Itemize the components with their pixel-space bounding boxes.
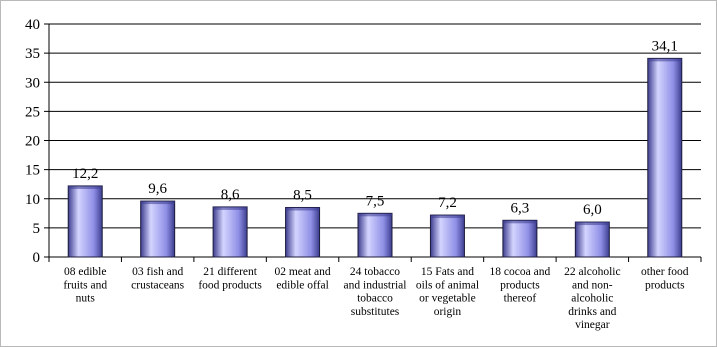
bar xyxy=(574,221,610,258)
bar xyxy=(140,200,176,258)
y-tick-label: 5 xyxy=(33,221,41,237)
y-tick-label: 35 xyxy=(25,46,40,62)
bar xyxy=(285,206,321,258)
category-label: 22 alcoholic and non-alcoholic drinks and v… xyxy=(564,266,621,331)
y-tick-label: 20 xyxy=(25,134,40,150)
category-label: 15 Fats and oils of animal or vegetable ori… xyxy=(416,266,479,318)
data-label: 8,5 xyxy=(293,187,312,203)
bar xyxy=(429,214,465,258)
data-label: 34,1 xyxy=(652,38,678,54)
gridlines xyxy=(49,23,701,229)
y-tick-label: 25 xyxy=(25,104,40,120)
data-label: 7,2 xyxy=(438,195,457,211)
category-label: 08 edible fruits and nuts xyxy=(63,266,107,305)
y-axis-ticks: 0 5 10 15 20 25 30 35 40 xyxy=(25,17,49,266)
category-label: 21 different food products xyxy=(198,266,262,291)
bar xyxy=(502,219,538,258)
category-label: other food products xyxy=(641,266,689,291)
y-tick-label: 30 xyxy=(25,75,40,91)
bar xyxy=(212,206,248,258)
category-label: 03 fish and crustaceans xyxy=(131,266,185,291)
data-label: 6,0 xyxy=(583,202,602,218)
category-labels: 08 edible fruits and nuts 03 fish and crusta… xyxy=(63,266,688,331)
bar xyxy=(647,57,683,258)
data-label: 7,5 xyxy=(366,193,385,209)
bar xyxy=(67,185,103,258)
bars xyxy=(67,57,683,258)
bar xyxy=(357,212,393,258)
y-tick-label: 10 xyxy=(25,192,40,208)
category-label: 24 tobacco and industrial tobacco substitut… xyxy=(344,266,407,318)
data-label: 9,6 xyxy=(148,181,167,197)
data-labels: 12,2 9,6 8,6 8,5 7,5 7,2 6,3 6,0 34,1 xyxy=(72,38,678,218)
data-label: 12,2 xyxy=(72,166,98,182)
y-tick-label: 0 xyxy=(33,250,41,266)
data-label: 8,6 xyxy=(221,187,240,203)
category-label: 02 meat and edible offal xyxy=(274,266,330,291)
data-label: 6,3 xyxy=(511,200,530,216)
y-tick-label: 15 xyxy=(25,163,40,179)
y-tick-label: 40 xyxy=(25,17,40,33)
category-label: 18 cocoa and products thereof xyxy=(490,266,551,305)
